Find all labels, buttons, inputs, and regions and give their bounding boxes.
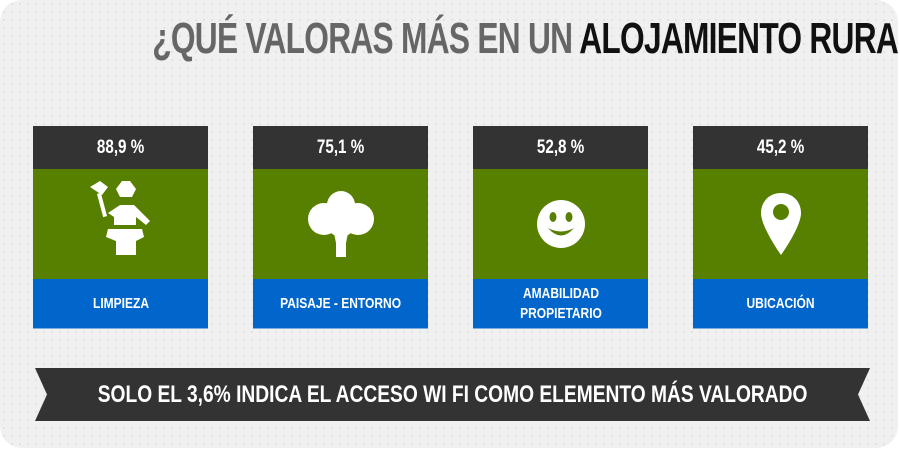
title-highlight: ALOJAMIENTO RURAL xyxy=(579,14,900,63)
card-amabilidad: 52,8 % AMABILIDAD PROPIETARIO xyxy=(473,126,648,329)
card-value: 88,9 % xyxy=(33,126,208,169)
card-limpieza: 88,9 % LIMPIEZA xyxy=(33,126,208,329)
title-prefix: ¿QUÉ VALORAS MÁS EN UN xyxy=(152,14,580,63)
wifi-banner: SOLO EL 3,6% INDICA EL ACCESO WI FI COMO… xyxy=(35,368,870,421)
smiley-face-icon xyxy=(536,200,585,248)
card-ubicacion: 45,2 % UBICACIÓN xyxy=(693,126,868,329)
card-value: 52,8 % xyxy=(473,126,648,169)
cleaning-maid-icon xyxy=(89,181,150,255)
tree-icon xyxy=(307,191,374,257)
card-paisaje: 75,1 % PAISAJE - ENTORNO xyxy=(253,126,428,329)
page-title: ¿QUÉ VALORAS MÁS EN UN ALOJAMIENTO RURAL… xyxy=(0,14,900,64)
card-label: UBICACIÓN xyxy=(693,279,868,329)
card-value: 75,1 % xyxy=(253,126,428,169)
card-label: LIMPIEZA xyxy=(33,279,208,329)
card-value: 45,2 % xyxy=(693,126,868,169)
map-pin-icon xyxy=(760,193,801,255)
card-label: PAISAJE - ENTORNO xyxy=(253,279,428,329)
card-label: AMABILIDAD PROPIETARIO xyxy=(473,279,648,329)
